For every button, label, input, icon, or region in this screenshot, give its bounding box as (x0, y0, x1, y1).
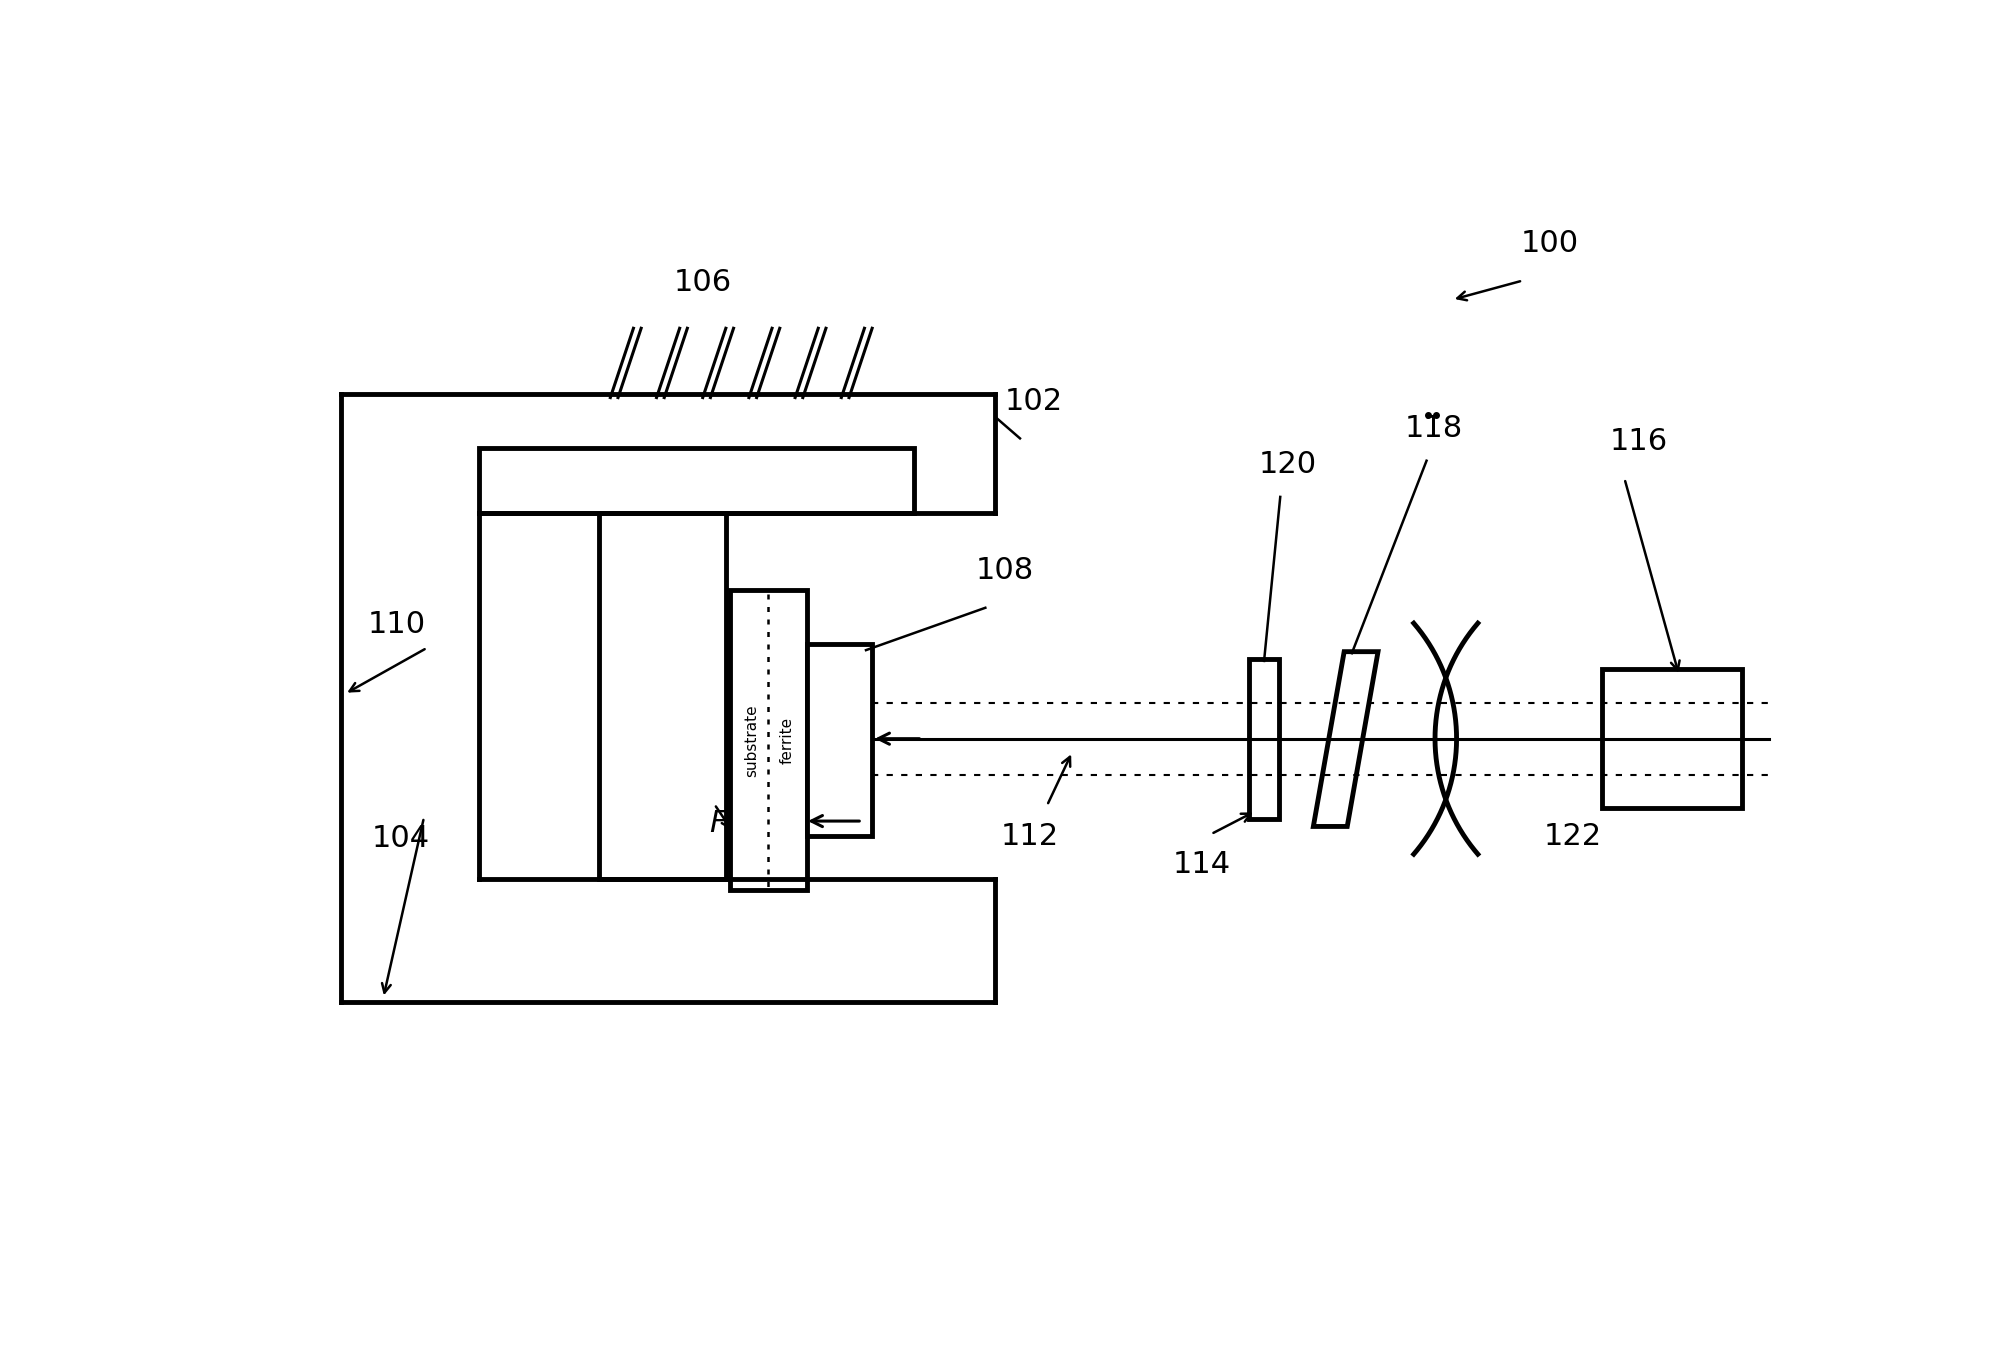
Bar (808, 644, 872, 837)
Bar (480, 447, 914, 513)
Text: substrate: substrate (743, 704, 759, 777)
Text: 120: 120 (1260, 450, 1318, 479)
Text: F: F (709, 810, 727, 838)
Text: 122: 122 (1543, 822, 1601, 852)
Text: ferrite: ferrite (779, 717, 794, 763)
Bar (1250, 659, 1278, 819)
Text: 106: 106 (673, 267, 731, 297)
Text: 102: 102 (1004, 386, 1063, 416)
Text: 110: 110 (368, 610, 426, 639)
Text: 100: 100 (1521, 229, 1579, 258)
Text: 116: 116 (1609, 427, 1667, 456)
Text: 104: 104 (372, 824, 430, 853)
Bar (729, 590, 808, 891)
Text: 118: 118 (1404, 414, 1463, 443)
Text: 114: 114 (1173, 850, 1232, 880)
Polygon shape (1314, 652, 1378, 826)
Text: 108: 108 (976, 556, 1035, 586)
Bar (1601, 670, 1742, 808)
Text: 112: 112 (1000, 822, 1059, 852)
Bar (599, 513, 725, 879)
